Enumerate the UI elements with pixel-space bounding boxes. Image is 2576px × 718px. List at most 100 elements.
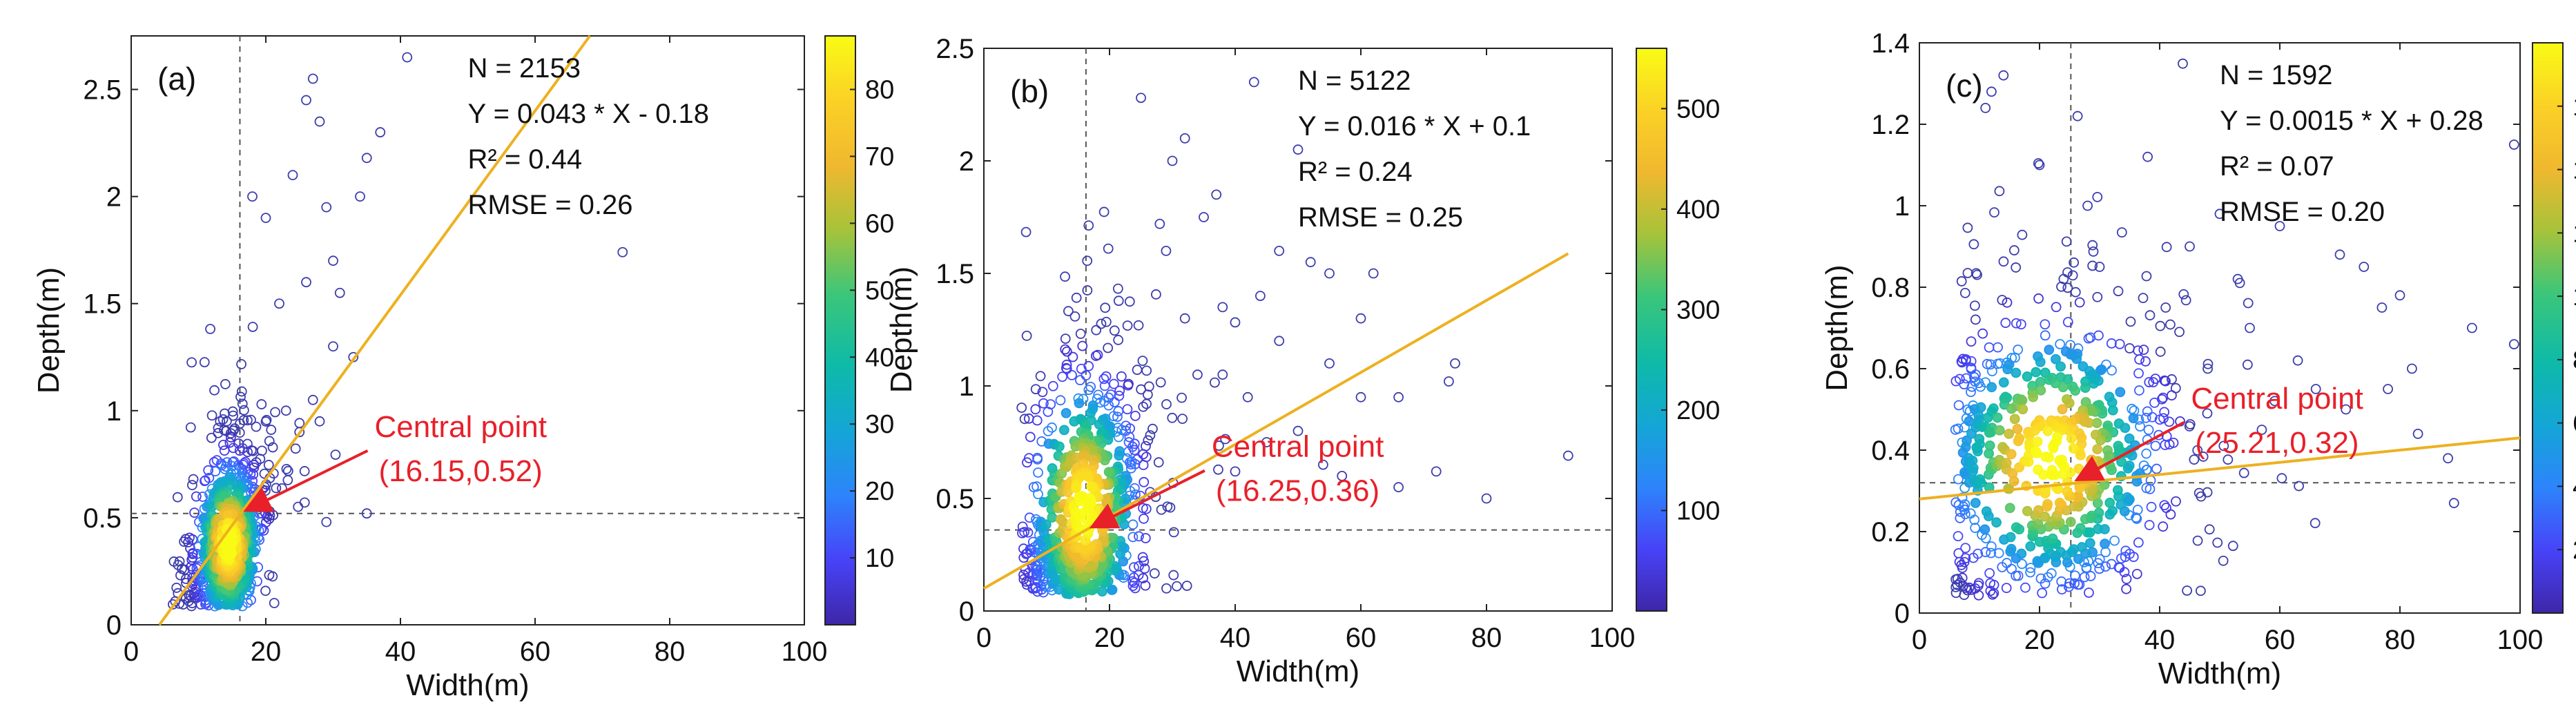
scatter-point bbox=[1103, 342, 1114, 353]
scatter-point bbox=[2198, 452, 2209, 462]
scatter-point bbox=[328, 341, 338, 352]
scatter-point bbox=[2131, 512, 2142, 523]
scatter-point bbox=[2115, 553, 2127, 564]
scatter-point bbox=[1047, 512, 1058, 523]
scatter-point bbox=[294, 418, 305, 429]
scatter-point bbox=[2133, 345, 2144, 356]
scatter-point bbox=[1122, 320, 1133, 331]
scatter-point bbox=[2133, 368, 2144, 379]
scatter-point bbox=[242, 597, 253, 608]
scatter-point bbox=[256, 399, 267, 409]
scatter-point bbox=[1181, 581, 1192, 591]
scatter-point bbox=[237, 398, 248, 409]
stats-line: R² = 0.07 bbox=[2220, 151, 2334, 182]
scatter-point bbox=[2134, 354, 2145, 365]
x-tick-label: 60 bbox=[2265, 625, 2296, 655]
scatter-point bbox=[2148, 377, 2159, 388]
scatter-point bbox=[280, 405, 291, 416]
scatter-point bbox=[2127, 403, 2138, 414]
scatter-point bbox=[375, 127, 386, 137]
scatter-point bbox=[2025, 541, 2036, 552]
scatter-point bbox=[2192, 535, 2203, 546]
scatter-point bbox=[1030, 582, 1041, 592]
scatter-point bbox=[1968, 239, 1979, 250]
scatter-point bbox=[1161, 245, 1172, 256]
scatter-point bbox=[2014, 524, 2025, 535]
scatter-point bbox=[2025, 563, 2036, 574]
scatter-point bbox=[1127, 532, 1139, 543]
scatter-point bbox=[1986, 427, 1997, 438]
scatter-point bbox=[270, 407, 280, 418]
y-tick-label: 0.5 bbox=[83, 503, 122, 534]
scatter-point bbox=[2033, 158, 2044, 168]
scatter-point bbox=[2202, 487, 2213, 498]
x-tick-label: 100 bbox=[782, 637, 828, 667]
scatter-point bbox=[2057, 404, 2068, 415]
scatter-point bbox=[2057, 584, 2067, 595]
scatter-point bbox=[307, 73, 318, 84]
scatter-point bbox=[2056, 425, 2067, 436]
scatter-point bbox=[206, 432, 217, 443]
scatter-point bbox=[1141, 398, 1152, 409]
scatter-point bbox=[238, 459, 249, 470]
scatter-point bbox=[1994, 425, 2005, 436]
y-tick-label: 1 bbox=[106, 396, 122, 427]
scatter-point bbox=[1991, 517, 2002, 528]
scatter-point bbox=[1292, 425, 1304, 436]
central-point-arrow bbox=[243, 449, 369, 512]
scatter-point bbox=[617, 246, 628, 258]
y-tick-label: 1 bbox=[1895, 191, 1910, 222]
scatter-point bbox=[1984, 342, 1995, 353]
scatter-point bbox=[1255, 291, 1266, 302]
scatter-point bbox=[2042, 425, 2053, 436]
scatter-point bbox=[1020, 226, 1032, 237]
scatter-point bbox=[224, 437, 235, 448]
scatter-point bbox=[2002, 297, 2013, 308]
scatter-point bbox=[260, 416, 271, 427]
scatter-point bbox=[1179, 313, 1190, 324]
scatter-point bbox=[2005, 532, 2016, 543]
scatter-point bbox=[2074, 297, 2085, 308]
scatter-point bbox=[1998, 377, 2009, 388]
scatter-point bbox=[1090, 351, 1101, 361]
scatter-point bbox=[1192, 369, 1203, 380]
central-point-arrow bbox=[1089, 469, 1205, 529]
scatter-point bbox=[2035, 385, 2046, 396]
scatter-point bbox=[2135, 421, 2145, 431]
stats-line: N = 2153 bbox=[468, 53, 581, 84]
scatter-point bbox=[1980, 547, 1991, 558]
x-axis-label: Width(m) bbox=[2158, 657, 2281, 690]
scatter-point bbox=[2032, 436, 2043, 447]
scatter-point bbox=[2394, 290, 2405, 301]
scatter-point bbox=[2276, 473, 2287, 484]
scatter-point bbox=[321, 516, 332, 527]
scatter-point bbox=[2017, 404, 2028, 415]
scatter-point bbox=[2084, 538, 2095, 549]
scatter-point bbox=[1147, 423, 1158, 434]
scatter-point bbox=[251, 421, 262, 432]
scatter-point bbox=[1952, 574, 1963, 584]
scatter-point bbox=[2055, 547, 2066, 557]
scatter-point bbox=[2185, 241, 2195, 252]
scatter-point bbox=[2100, 538, 2110, 550]
scatter-point bbox=[264, 436, 275, 447]
scatter-point bbox=[314, 416, 325, 427]
scatter-point bbox=[1953, 400, 1964, 411]
scatter-point bbox=[1130, 410, 1141, 421]
scatter-point bbox=[2056, 281, 2066, 292]
scatter-point bbox=[2178, 58, 2188, 69]
scatter-point bbox=[1086, 481, 1096, 492]
scatter-point bbox=[1113, 431, 1124, 443]
scatter-point bbox=[2046, 465, 2057, 476]
scatter-point bbox=[2140, 356, 2151, 367]
scatter-point bbox=[1138, 460, 1149, 470]
scatter-point bbox=[2142, 406, 2153, 417]
scatter-point bbox=[1114, 450, 1125, 461]
scatter-point bbox=[186, 357, 197, 368]
scatter-point bbox=[1162, 501, 1173, 512]
scatter-point bbox=[1138, 449, 1149, 460]
scatter-point bbox=[2031, 367, 2042, 378]
scatter-point bbox=[2062, 317, 2073, 327]
scatter-point bbox=[361, 153, 372, 164]
scatter-point bbox=[1099, 380, 1110, 391]
